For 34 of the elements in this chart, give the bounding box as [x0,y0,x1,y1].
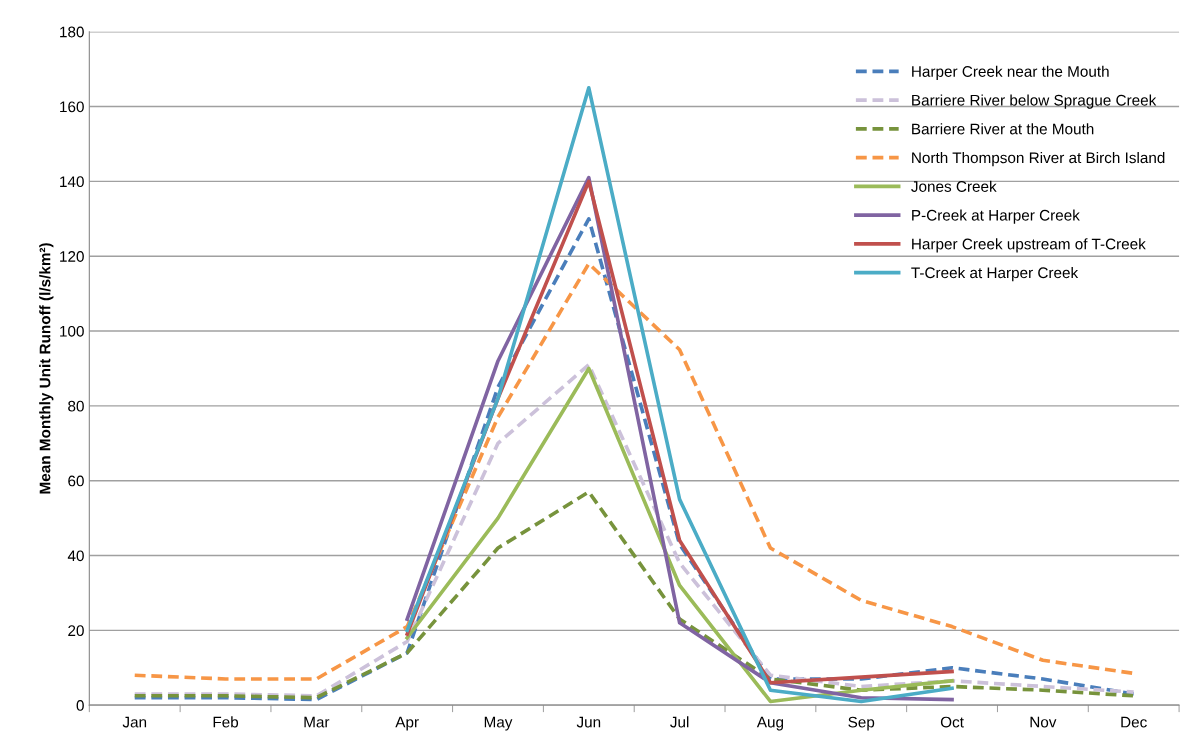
x-tick-label: May [484,716,513,731]
x-tick-label: Jan [122,716,147,728]
line-series [132,362,1136,698]
legend-label: Harper Creek upstream of T-Creek [912,238,1146,253]
x-tick-label: Feb [213,716,239,728]
y-tick-label: 180 [60,26,84,38]
legend-label: P-Creek at Harper Creek [912,209,1080,224]
y-tick-label: 60 [68,475,84,487]
y-tick-label: 160 [60,101,84,113]
legend-label: Barriere River at the Mouth [912,123,1094,135]
x-tick-label: Aug [756,716,784,731]
x-tick-label: Oct [940,716,964,728]
line-series [132,490,1136,700]
x-tick-label: Nov [1030,716,1057,728]
x-tick-label: Apr [395,716,419,731]
x-tick-label: Jun [576,716,601,728]
line-series [405,366,954,704]
y-tick-label: 100 [60,325,84,337]
y-axis-title: Mean Monthly Unit Runoff (l/s/km²) [39,243,54,494]
y-tick-label: 20 [68,625,84,637]
legend-label: North Thompson River at Birch Island [912,151,1165,167]
y-tick-label: 40 [67,550,84,562]
legend-label: Harper Creek near the Mouth [912,65,1109,80]
y-tick-label: 0 [76,700,84,711]
y-tick-label: 140 [60,176,84,188]
x-tick-label: Sep [848,716,875,731]
x-tick-label: Dec [1121,716,1147,728]
y-tick-label: 80 [68,400,84,412]
x-tick-label: Mar [304,716,330,728]
x-tick-label: Jul [670,716,689,728]
y-tick-label: 120 [60,251,84,262]
legend-label: Jones Creek [911,180,997,192]
legend-label: T-Creek at Harper Creek [911,266,1079,282]
legend-label: Barriere River below Sprague Creek [912,94,1157,109]
